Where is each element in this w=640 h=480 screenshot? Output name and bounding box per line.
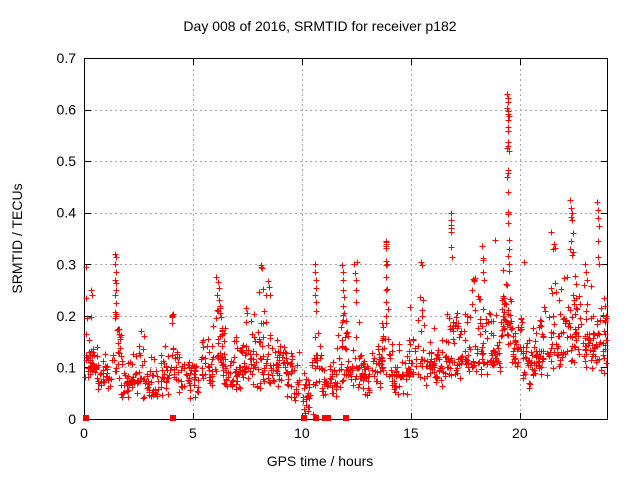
scatter-markers [82,91,610,418]
y-tick-label: 0.6 [57,102,77,118]
zero-square-marker [301,415,307,421]
zero-square-marker [83,415,89,421]
x-tick-label: 15 [403,425,419,441]
y-tick-label: 0.7 [57,50,77,66]
x-axis-label: GPS time / hours [267,453,374,469]
zero-square-marker [170,415,176,421]
y-tick-label: 0 [68,411,76,427]
y-axis-label: SRMTID / TECUs [9,183,25,293]
y-tick-label: 0.1 [57,359,77,375]
x-tick-label: 5 [189,425,197,441]
y-tick-label: 0.4 [57,205,77,221]
data-points [82,91,610,421]
chart-title: Day 008 of 2016, SRMTID for receiver p18… [183,18,456,34]
x-tick-label: 0 [80,425,88,441]
x-tick-label: 20 [512,425,528,441]
y-tick-label: 0.5 [57,153,77,169]
zero-square-marker [343,415,349,421]
y-tick-label: 0.2 [57,308,77,324]
tick-labels: 0 5 10 15 20 0 0.1 0.2 0.3 0.4 0.5 0.6 0.7 [57,50,528,441]
x-tick-label: 10 [294,425,310,441]
zero-square-marker [313,415,319,421]
zero-square-marker [325,415,331,421]
y-tick-label: 0.3 [57,256,77,272]
axis-ticks [84,58,607,420]
